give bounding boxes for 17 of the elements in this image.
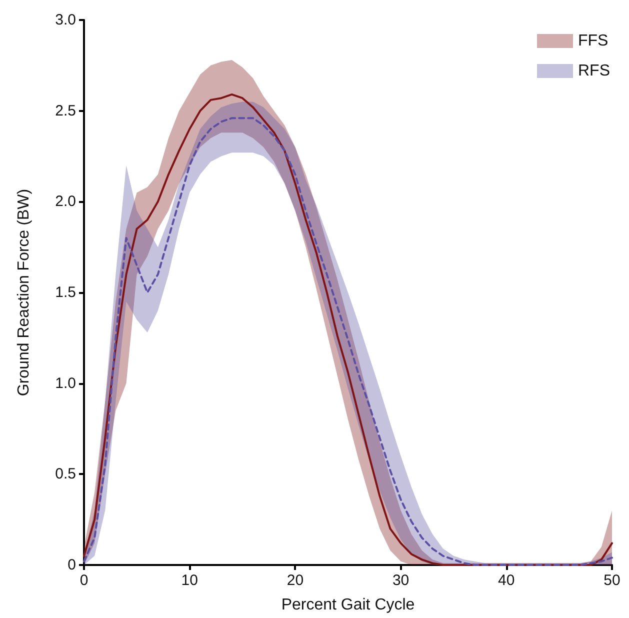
x-tick-label: 30 xyxy=(392,572,410,589)
x-axis-title: Percent Gait Cycle xyxy=(281,596,415,614)
legend-label: RFS xyxy=(578,62,610,80)
y-axis-title: Ground Reaction Force (BW) xyxy=(16,188,32,396)
x-tick-label: 40 xyxy=(498,572,515,589)
y-tick-label: 2.5 xyxy=(55,102,76,120)
x-tick-label: 20 xyxy=(286,572,304,589)
y-tick-label: 1.0 xyxy=(55,374,76,392)
x-tick-label: 10 xyxy=(181,572,198,589)
y-tick-label: 3.0 xyxy=(55,12,76,28)
y-tick-label: 2.0 xyxy=(55,193,76,210)
y-tick-label: 0.5 xyxy=(55,466,76,483)
x-tick-label: 50 xyxy=(604,572,620,589)
x-tick-label: 0 xyxy=(80,572,88,589)
y-tick-label: 1.5 xyxy=(55,284,76,301)
legend-label: FFS xyxy=(578,32,608,50)
y-tick-label: 0 xyxy=(68,556,76,574)
